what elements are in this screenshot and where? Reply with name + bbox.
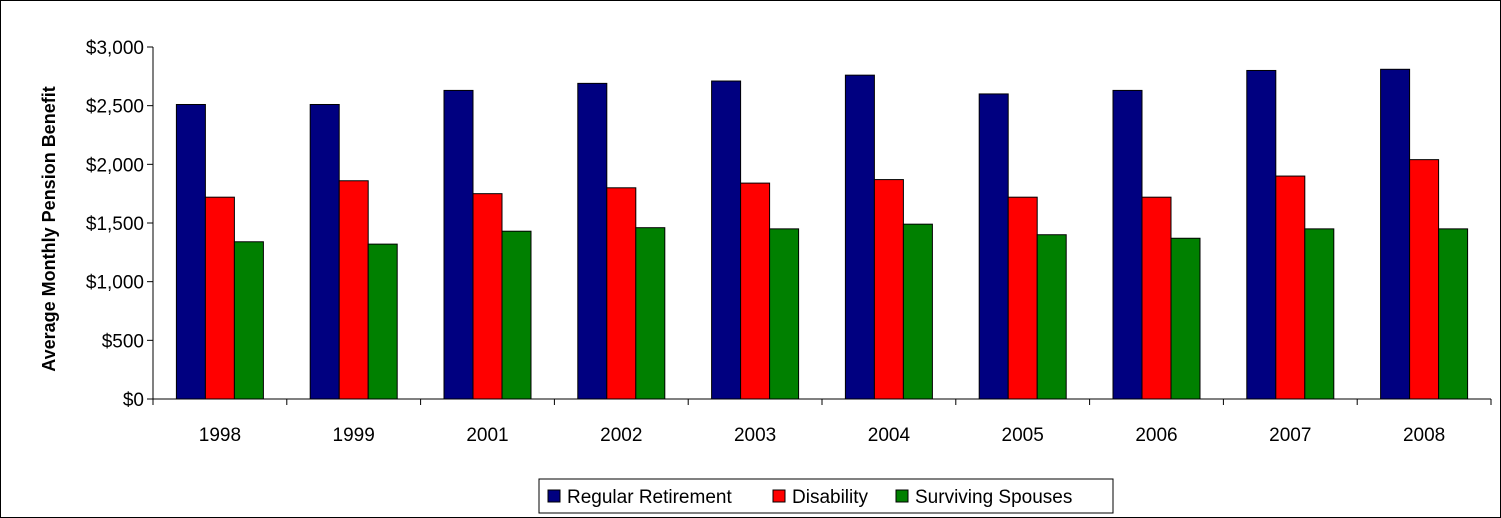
- bar-surviving-spouses: [1170, 237, 1201, 400]
- y-tick-label: $0: [123, 390, 144, 411]
- bar-disability: [1275, 175, 1306, 400]
- bar-regular-retirement: [711, 80, 742, 400]
- bar-surviving-spouses: [1438, 228, 1469, 400]
- x-tick-label: 2003: [734, 425, 776, 446]
- bar-regular-retirement: [1380, 68, 1411, 400]
- bar-disability: [740, 182, 771, 400]
- bar-surviving-spouses: [367, 243, 398, 400]
- legend-swatch: [547, 489, 561, 503]
- bar-regular-retirement: [1246, 69, 1277, 400]
- x-tick-label: 2002: [600, 425, 642, 446]
- bar-disability: [873, 179, 904, 400]
- legend-label: Surviving Spouses: [915, 487, 1072, 508]
- x-tick-label: 2004: [868, 425, 911, 446]
- bar-disability: [472, 193, 503, 400]
- bar-surviving-spouses: [769, 228, 800, 400]
- legend-label: Regular Retirement: [567, 487, 732, 508]
- bar-regular-retirement: [844, 74, 875, 400]
- x-tick-label: 2001: [466, 425, 508, 446]
- bars: [175, 68, 1469, 400]
- x-axis: 1998 1999 2001 2002 2003 2004 2005 2006 2007 2008: [152, 399, 1492, 446]
- bar-disability: [338, 180, 369, 400]
- legend: Regular Retirement Disability Surviving Sp…: [538, 478, 1114, 514]
- bar-surviving-spouses: [233, 241, 264, 400]
- y-tick-label: $2,000: [86, 155, 144, 176]
- bar-surviving-spouses: [501, 230, 532, 400]
- legend-swatch: [895, 489, 909, 503]
- bar-disability: [204, 196, 235, 400]
- x-tick-label: 1998: [199, 425, 241, 446]
- legend-box: [538, 478, 1114, 514]
- y-axis-title: Average Monthly Pension Benefit: [39, 86, 59, 371]
- legend-swatch: [772, 489, 786, 503]
- bar-surviving-spouses: [1304, 228, 1335, 400]
- legend-label: Disability: [792, 487, 869, 508]
- bar-regular-retirement: [978, 93, 1009, 400]
- x-tick-label: 2007: [1269, 425, 1311, 446]
- y-tick-label: $500: [102, 331, 144, 352]
- bar-surviving-spouses: [902, 223, 933, 400]
- bar-disability: [1409, 159, 1440, 400]
- bar-disability: [1141, 196, 1172, 400]
- bar-regular-retirement: [175, 103, 206, 400]
- x-tick-label: 2005: [1002, 425, 1044, 446]
- x-tick-label: 2008: [1403, 425, 1445, 446]
- bar-regular-retirement: [309, 103, 340, 400]
- bar-regular-retirement: [1112, 89, 1143, 400]
- x-tick-label: 2006: [1135, 425, 1177, 446]
- y-tick-label: $1,000: [86, 273, 144, 294]
- y-tick-label: $3,000: [86, 38, 144, 59]
- bar-disability: [606, 187, 637, 400]
- bar-regular-retirement: [443, 89, 474, 400]
- bar-surviving-spouses: [1036, 234, 1067, 400]
- bar-disability: [1007, 196, 1038, 400]
- y-axis: $0 $500 $1,000 $1,500 $2,000 $2,500 $3,000: [86, 38, 153, 411]
- y-tick-label: $2,500: [86, 97, 144, 118]
- x-tick-label: 1999: [333, 425, 375, 446]
- bar-regular-retirement: [577, 82, 608, 400]
- bar-surviving-spouses: [635, 227, 666, 400]
- y-tick-label: $1,500: [86, 214, 144, 235]
